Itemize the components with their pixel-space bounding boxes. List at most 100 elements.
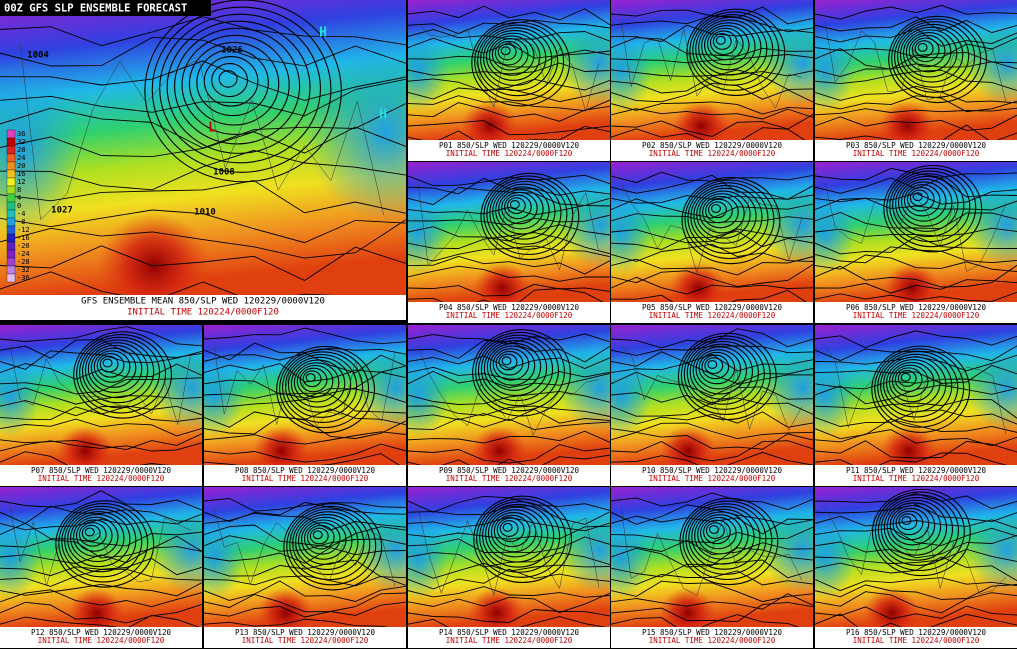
isobar — [64, 508, 137, 573]
caption-area — [0, 295, 406, 320]
caption-area — [0, 465, 202, 486]
isobar — [611, 174, 813, 200]
isobar — [408, 177, 610, 196]
borders — [20, 44, 384, 221]
panel-initial-time: INITIAL TIME 120224/0000F120 — [853, 311, 980, 320]
panel-initial-time: INITIAL TIME 120224/0000F120 — [649, 474, 776, 483]
borders — [9, 507, 192, 586]
panel-caption: P06 850/SLP WED 120229/0000V120 — [846, 303, 986, 312]
isobar — [408, 339, 610, 363]
isobar — [611, 580, 813, 603]
isobar — [293, 362, 340, 403]
panel-initial-time: INITIAL TIME 120224/0000F120 — [446, 311, 573, 320]
isobar — [204, 363, 406, 383]
borders — [620, 345, 803, 432]
caption-area — [815, 140, 1017, 161]
isobar — [299, 367, 328, 393]
isobar — [0, 149, 406, 191]
isobar — [166, 20, 311, 154]
isobar — [611, 198, 813, 219]
panel-caption: P11 850/SLP WED 120229/0000V120 — [846, 466, 986, 475]
isobar — [689, 343, 753, 400]
isobar — [815, 235, 1017, 255]
weather-map — [204, 487, 406, 627]
cool-region — [0, 515, 41, 599]
isobar — [815, 345, 1017, 362]
isobar — [815, 254, 1017, 273]
isobar — [276, 345, 376, 434]
isobar — [815, 605, 1017, 620]
isobar — [204, 387, 406, 403]
isobar — [408, 592, 610, 614]
isobar — [611, 243, 813, 262]
isobar — [900, 181, 947, 222]
isobar — [815, 452, 1008, 465]
hot-region — [863, 587, 921, 627]
isobar — [204, 524, 406, 548]
isobar — [0, 271, 335, 295]
isobar — [477, 24, 559, 97]
title-box — [0, 0, 211, 16]
caption-area — [204, 627, 406, 648]
isobar — [898, 178, 953, 227]
isobar — [611, 411, 813, 428]
isobar — [300, 519, 347, 560]
panel-caption: P04 850/SLP WED 120229/0000V120 — [439, 303, 579, 312]
panel-initial-time: INITIAL TIME 120224/0000F120 — [853, 474, 980, 483]
isobar — [408, 586, 610, 598]
isobar — [912, 192, 923, 202]
isobar — [815, 378, 1017, 390]
isobar — [815, 515, 1017, 529]
isobar — [284, 354, 358, 418]
isobar — [611, 422, 813, 440]
pressure-label: H — [319, 26, 327, 41]
cool-region — [762, 508, 813, 592]
isobar — [0, 180, 406, 214]
isobar — [0, 363, 202, 380]
isobar — [692, 346, 748, 395]
colorbar-swatch — [6, 273, 16, 283]
isobar — [181, 34, 290, 136]
cool-region — [815, 353, 856, 437]
isobar — [408, 568, 610, 590]
panel-initial-time: INITIAL TIME 120224/0000F120 — [38, 636, 165, 645]
isobar — [498, 189, 544, 230]
isobar — [815, 47, 1017, 70]
pressure-label: L — [208, 121, 216, 136]
isobar — [815, 504, 1017, 523]
isobar — [0, 505, 202, 525]
isobar — [471, 19, 571, 107]
isobar — [611, 69, 813, 94]
colorbar-swatch — [6, 225, 16, 235]
isobar — [493, 514, 531, 548]
isobar — [506, 197, 526, 215]
isobar — [815, 493, 1017, 510]
isobar — [712, 33, 732, 50]
isobar — [408, 78, 610, 92]
isobar — [70, 513, 125, 563]
isobar — [611, 431, 813, 450]
isobar — [489, 180, 562, 245]
weather-map — [815, 162, 1017, 302]
weather-map — [611, 487, 813, 627]
isobar — [611, 114, 813, 137]
isobar — [408, 370, 610, 389]
borders — [620, 182, 803, 274]
isobar — [611, 601, 813, 623]
isobar — [408, 245, 610, 262]
isobar — [815, 85, 1017, 104]
isobar — [204, 416, 406, 439]
isobar — [917, 42, 928, 52]
isobar — [496, 517, 525, 543]
colorbar-swatch — [6, 177, 16, 187]
isobar — [699, 193, 745, 234]
borders — [824, 345, 1007, 435]
isobar — [204, 601, 406, 618]
isobar — [611, 101, 813, 115]
weather-map — [0, 0, 406, 295]
hot-region — [660, 425, 717, 465]
cool-region — [559, 346, 610, 430]
isobar — [883, 165, 983, 253]
borders — [824, 20, 1007, 103]
cool-region — [355, 508, 406, 592]
